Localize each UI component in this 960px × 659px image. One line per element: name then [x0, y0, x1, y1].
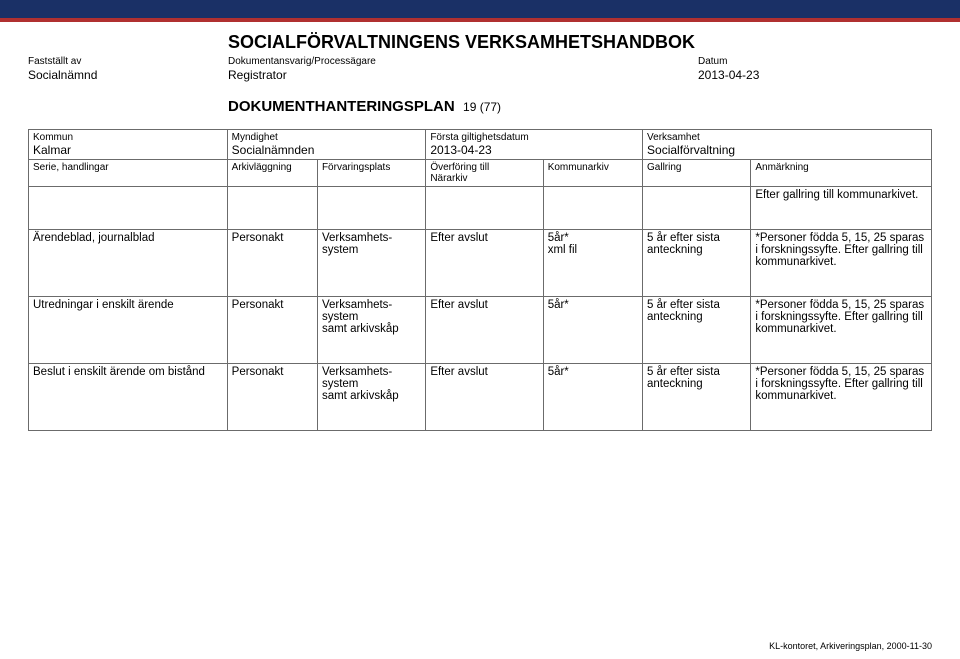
th-giltighet-val: 2013-04-23	[430, 143, 638, 157]
th-kommunarkiv: Kommunarkiv	[543, 159, 642, 186]
th-arkivlaggning-label: Arkivläggning	[232, 162, 292, 173]
top-color-bar	[0, 0, 960, 22]
table-row: Ärendeblad, journalbladPersonaktVerksamh…	[29, 229, 932, 296]
th-nararkiv-label: Närarkiv	[430, 173, 467, 184]
th-giltighet: Första giltighetsdatum 2013-04-23	[426, 129, 643, 159]
table-cell: Utredningar i enskilt ärende	[29, 296, 228, 363]
table-cell: Personakt	[227, 229, 317, 296]
table-cell: Efter avslut	[426, 363, 543, 430]
table-cell: Ärendeblad, journalblad	[29, 229, 228, 296]
table-cell: *Personer födda 5, 15, 25 sparas i forsk…	[751, 296, 932, 363]
page-count: 19 (77)	[463, 100, 501, 114]
table-body: Efter gallring till kommunarkivet.Ärende…	[29, 186, 932, 430]
th-gallring: Gallring	[643, 159, 751, 186]
table-row: Beslut i enskilt ärende om biståndPerson…	[29, 363, 932, 430]
table-row: Utredningar i enskilt ärendePersonaktVer…	[29, 296, 932, 363]
plan-title: DOKUMENTHANTERINGSPLAN 19 (77)	[228, 98, 932, 115]
plan-title-text: DOKUMENTHANTERINGSPLAN	[228, 98, 455, 115]
th-kommun-label: Kommun	[33, 132, 73, 143]
table-cell: Verksamhets- system samt arkivskåp	[317, 363, 425, 430]
table-cell: 5 år efter sista anteckning	[643, 363, 751, 430]
th-forvaring-label: Förvaringsplats	[322, 162, 390, 173]
table-row: Efter gallring till kommunarkivet.	[29, 186, 932, 229]
table-wrapper: Kommun Kalmar Myndighet Socialnämnden Fö…	[0, 129, 960, 431]
th-verksamhet-label: Verksamhet	[647, 132, 700, 143]
th-gallring-label: Gallring	[647, 162, 681, 173]
th-serie-label: Serie, handlingar	[33, 162, 109, 173]
th-arkivlaggning: Arkivläggning	[227, 159, 317, 186]
meta-label-datum: Datum	[698, 55, 898, 68]
header-meta-row: Fastställt av Socialnämnd Dokumentansvar…	[28, 55, 932, 84]
th-anmarkning: Anmärkning	[751, 159, 932, 186]
table-cell: *Personer födda 5, 15, 25 sparas i forsk…	[751, 229, 932, 296]
table-cell: 5 år efter sista anteckning	[643, 296, 751, 363]
meta-val-dokansvarig: Registrator	[228, 68, 698, 84]
table-cell: 5år*	[543, 363, 642, 430]
table-cell	[29, 186, 228, 229]
table-cell: Efter gallring till kommunarkivet.	[751, 186, 932, 229]
meta-val-datum: 2013-04-23	[698, 68, 898, 84]
th-giltighet-label: Första giltighetsdatum	[430, 132, 528, 143]
table-cell: 5 år efter sista anteckning	[643, 229, 751, 296]
table-cell: Beslut i enskilt ärende om bistånd	[29, 363, 228, 430]
th-kommunarkiv-label: Kommunarkiv	[548, 162, 609, 173]
th-serie: Serie, handlingar	[29, 159, 228, 186]
meta-label-dokansvarig: Dokumentansvarig/Processägare	[228, 55, 698, 68]
table-cell	[643, 186, 751, 229]
table-cell: Efter avslut	[426, 296, 543, 363]
th-myndighet: Myndighet Socialnämnden	[227, 129, 426, 159]
table-cell: 5år* xml fil	[543, 229, 642, 296]
th-myndighet-val: Socialnämnden	[232, 143, 422, 157]
footer-text: KL-kontoret, Arkiveringsplan, 2000-11-30	[769, 641, 932, 651]
th-kommun: Kommun Kalmar	[29, 129, 228, 159]
meta-val-faststallt: Socialnämnd	[28, 68, 228, 84]
th-verksamhet-val: Socialförvaltning	[647, 143, 927, 157]
th-nararkiv: Överföring till Närarkiv	[426, 159, 543, 186]
th-anmarkning-label: Anmärkning	[755, 162, 808, 173]
th-forvaring: Förvaringsplats	[317, 159, 425, 186]
main-title: SOCIALFÖRVALTNINGENS VERKSAMHETSHANDBOK	[228, 32, 932, 53]
table-cell: Personakt	[227, 296, 317, 363]
table-head: Kommun Kalmar Myndighet Socialnämnden Fö…	[29, 129, 932, 186]
table-cell: 5år*	[543, 296, 642, 363]
table-cell	[317, 186, 425, 229]
document-table: Kommun Kalmar Myndighet Socialnämnden Fö…	[28, 129, 932, 431]
th-nararkiv-top: Överföring till	[430, 162, 538, 173]
table-cell	[426, 186, 543, 229]
table-cell	[227, 186, 317, 229]
meta-label-faststallt: Fastställt av	[28, 55, 228, 68]
th-verksamhet: Verksamhet Socialförvaltning	[643, 129, 932, 159]
th-kommun-val: Kalmar	[33, 143, 223, 157]
table-cell: Verksamhets- system	[317, 229, 425, 296]
document-header: SOCIALFÖRVALTNINGENS VERKSAMHETSHANDBOK …	[0, 22, 960, 129]
table-cell: *Personer födda 5, 15, 25 sparas i forsk…	[751, 363, 932, 430]
table-cell	[543, 186, 642, 229]
table-cell: Personakt	[227, 363, 317, 430]
table-cell: Efter avslut	[426, 229, 543, 296]
table-cell: Verksamhets- system samt arkivskåp	[317, 296, 425, 363]
th-myndighet-label: Myndighet	[232, 132, 278, 143]
